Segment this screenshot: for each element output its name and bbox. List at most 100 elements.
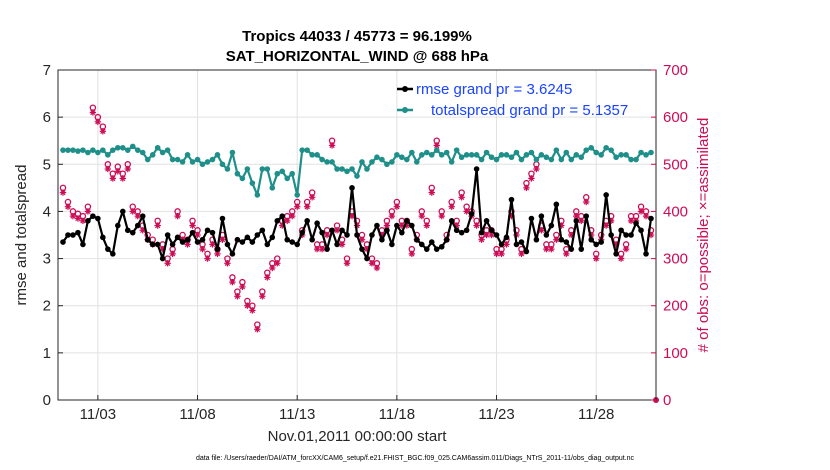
obs-assimilated-point	[69, 212, 77, 220]
data-file-footer: data file: /Users/raeder/DAI/ATM_forcXX/…	[196, 455, 635, 462]
obs-assimilated-point	[289, 212, 296, 220]
series-totalspread-point	[289, 170, 296, 177]
series-rmse-point	[379, 236, 385, 243]
obs-assimilated-point	[204, 255, 211, 262]
obs-assimilated-point	[373, 264, 381, 272]
series-totalspread-point	[65, 147, 71, 153]
series-totalspread-point	[648, 149, 654, 156]
y-tick-label: 2	[43, 298, 51, 315]
series-rmse-point	[558, 236, 565, 243]
obs-assimilated-point	[303, 203, 311, 210]
series-rmse-point	[209, 229, 216, 236]
series-rmse-point	[249, 239, 256, 245]
obs-assimilated-point	[84, 208, 92, 215]
series-rmse-point	[384, 227, 390, 234]
obs-assimilated-point	[234, 293, 241, 300]
obs-assimilated-point	[548, 245, 555, 253]
series-rmse-point	[608, 232, 614, 238]
series-rmse-point	[523, 248, 530, 255]
series-totalspread-point	[274, 170, 281, 177]
series-rmse-point	[588, 236, 595, 243]
series-rmse-point	[174, 234, 181, 241]
obs-assimilated-point	[79, 217, 87, 225]
series-totalspread-point	[513, 149, 520, 156]
series-totalspread-point	[349, 166, 355, 172]
series-rmse-point	[468, 210, 475, 217]
series-rmse-point	[239, 239, 246, 245]
series-totalspread-point	[613, 154, 619, 161]
series-totalspread-point	[414, 159, 420, 165]
series-rmse-point	[548, 222, 555, 229]
obs-assimilated-point	[139, 227, 146, 234]
series-totalspread-point	[523, 152, 530, 158]
series-rmse-point	[458, 229, 465, 236]
series-rmse-point	[329, 227, 335, 234]
series-totalspread-point	[124, 147, 131, 153]
series-totalspread-point	[95, 149, 101, 156]
obs-assimilated-point	[433, 142, 440, 149]
obs-assimilated-point	[269, 264, 276, 272]
series-totalspread-point	[105, 152, 111, 158]
series-totalspread-point	[204, 159, 211, 165]
x-tick-label: 11/08	[179, 406, 215, 423]
series-totalspread-point	[129, 143, 136, 150]
series-totalspread-point	[483, 149, 490, 156]
obs-assimilated-point	[249, 307, 256, 314]
series-totalspread-point	[578, 154, 585, 161]
series-totalspread-point	[553, 147, 560, 153]
series-totalspread-point	[369, 159, 375, 165]
series-totalspread-point	[498, 152, 505, 158]
series-rmse-point	[593, 241, 599, 248]
y-tick-label: 3	[43, 251, 51, 268]
series-totalspread-point	[623, 152, 629, 158]
y-tick-label: 6	[43, 109, 51, 126]
series-totalspread-point	[219, 161, 226, 168]
obs-assimilated-point	[294, 203, 301, 210]
series-totalspread-point	[458, 154, 465, 161]
series-rmse-point	[100, 234, 106, 241]
series-totalspread-point	[284, 175, 291, 182]
series-rmse-point	[418, 241, 425, 248]
series-totalspread-point	[568, 156, 575, 163]
series-rmse-point	[184, 236, 191, 243]
series-totalspread-point	[144, 156, 151, 163]
series-totalspread-point	[643, 152, 649, 158]
series-rmse-point	[164, 232, 171, 238]
series-rmse-point	[438, 243, 445, 250]
series-totalspread-point	[299, 147, 305, 153]
series-rmse-point	[409, 222, 415, 229]
obs-assimilated-point	[503, 241, 510, 248]
obs-assimilated-point	[259, 293, 266, 300]
obs-assimilated-point	[338, 241, 346, 248]
obs-assimilated-point	[109, 175, 117, 182]
series-totalspread-point	[139, 149, 146, 156]
y2-tick-label: 0	[663, 392, 671, 409]
series-rmse-point	[334, 241, 340, 248]
series-rmse-point	[493, 232, 500, 238]
series-totalspread-point	[379, 156, 385, 163]
obs-assimilated-point	[617, 255, 625, 262]
series-totalspread-point	[239, 175, 246, 182]
y-tick-label: 0	[43, 392, 51, 409]
obs-assimilated-point	[64, 203, 72, 210]
obs-assimilated-point	[533, 165, 540, 173]
obs-assimilated-point	[219, 236, 226, 243]
obs-assimilated-point	[333, 227, 341, 234]
y2-tick-label: 600	[663, 109, 688, 126]
series-totalspread-point	[189, 159, 196, 165]
series-totalspread-point	[384, 161, 390, 168]
obs-assimilated-point	[458, 194, 465, 201]
series-totalspread-point	[90, 147, 96, 153]
series-totalspread-point	[418, 152, 425, 158]
obs-assimilated-point	[343, 260, 351, 267]
series-rmse-point	[404, 218, 410, 224]
series-totalspread-point	[433, 147, 440, 153]
series-rmse-point	[279, 213, 286, 219]
series-rmse-point	[339, 227, 345, 234]
x-axis-label: Nov.01,2011 00:00:00 start	[268, 428, 448, 445]
obs-assimilated-point	[448, 203, 455, 210]
series-totalspread-point	[399, 154, 405, 161]
series-rmse-point	[199, 236, 206, 243]
obs-assimilated-point	[134, 212, 141, 220]
series-totalspread-point	[85, 149, 91, 156]
